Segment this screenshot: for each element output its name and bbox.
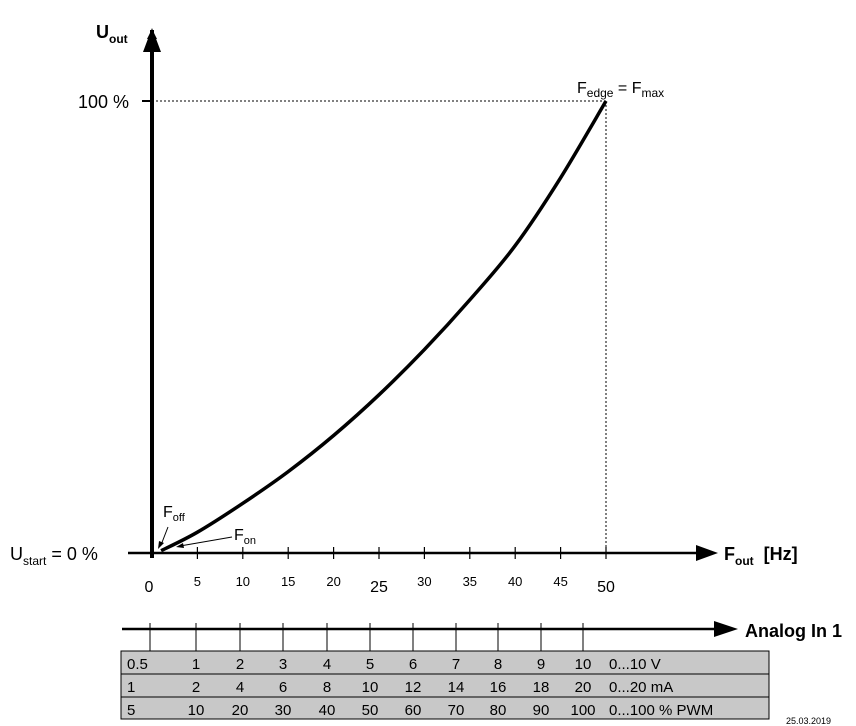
analog-cell: 2 <box>192 679 200 696</box>
analog-cell: 10 <box>188 702 205 719</box>
x-tick-label: 5 <box>194 574 201 589</box>
analog-cell: 100 <box>570 702 595 719</box>
edge-equals: = <box>613 80 631 97</box>
f-off-symbol: F <box>163 504 173 521</box>
analog-cell: 60 <box>405 702 422 719</box>
analog-cell: 10 <box>362 679 379 696</box>
analog-cell: 80 <box>490 702 507 719</box>
x-tick-label: 35 <box>463 574 477 589</box>
analog-cell: 12 <box>405 679 422 696</box>
footer-code: 25.03.2019 <box>786 716 831 726</box>
y-axis-symbol: U <box>96 22 109 42</box>
analog-cell: 5 <box>366 656 374 673</box>
f-on-subscript: on <box>244 535 256 547</box>
analog-cell: 50 <box>362 702 379 719</box>
x-tick-label: 45 <box>553 574 567 589</box>
analog-cell: 6 <box>279 679 287 696</box>
x-tick-label: 20 <box>326 574 340 589</box>
x-tick-label: 0 <box>145 579 154 596</box>
y-max-label: 100 % <box>78 92 129 112</box>
analog-title: Analog In 1 <box>745 621 842 641</box>
analog-cell: 40 <box>319 702 336 719</box>
y-axis-subscript: out <box>109 32 128 46</box>
analog-cell: 18 <box>533 679 550 696</box>
analog-cell: 1 <box>192 656 200 673</box>
f-on-pointer-tip <box>176 543 184 548</box>
f-off-subscript: off <box>173 512 186 524</box>
y-start-label: Ustart = 0 % <box>10 544 98 568</box>
max-subscript: max <box>642 86 665 100</box>
analog-cell: 6 <box>409 656 417 673</box>
f-off-pointer <box>160 526 169 546</box>
analog-cell: 16 <box>490 679 507 696</box>
analog-cell: 3 <box>279 656 287 673</box>
analog-cell: 4 <box>236 679 244 696</box>
x-axis-arrowhead <box>696 545 718 561</box>
analog-tick-marks <box>149 623 584 651</box>
x-tick-label: 10 <box>236 574 250 589</box>
x-axis-subscript: out <box>735 554 754 568</box>
y-start-value: = 0 % <box>46 544 98 564</box>
y-axis-arrowhead <box>143 28 161 52</box>
x-tick-label: 25 <box>370 579 388 596</box>
edge-subscript: edge <box>587 86 614 100</box>
analog-cell: 90 <box>533 702 550 719</box>
analog-cell: 0.5 <box>127 656 148 673</box>
x-tick-label: 15 <box>281 574 295 589</box>
f-off-pointer-tip <box>158 541 164 549</box>
f-off-annotation: Foff <box>163 504 186 524</box>
analog-cell: 14 <box>448 679 465 696</box>
voltage-frequency-curve <box>160 100 608 553</box>
x-axis-label: Fout [Hz] <box>724 544 798 568</box>
analog-cell: 4 <box>323 656 331 673</box>
analog-cell: 8 <box>494 656 502 673</box>
x-tick-label: 30 <box>417 574 431 589</box>
x-tick-label: 40 <box>508 574 522 589</box>
analog-row-label: 0...20 mA <box>609 679 673 696</box>
analog-cell: 1 <box>127 679 135 696</box>
x-tick-labels: 0 5 10 15 20 25 30 35 40 45 50 <box>145 547 615 596</box>
analog-row-label: 0...100 % PWM <box>609 702 713 719</box>
analog-cell: 2 <box>236 656 244 673</box>
analog-cell: 9 <box>537 656 545 673</box>
x-tick-label: 50 <box>597 579 615 596</box>
analog-axis-arrowhead <box>714 621 738 637</box>
x-axis-symbol: F <box>724 544 735 564</box>
analog-cell: 20 <box>232 702 249 719</box>
analog-cell: 7 <box>452 656 460 673</box>
x-axis-unit: [Hz] <box>764 544 798 564</box>
analog-cell: 30 <box>275 702 292 719</box>
analog-table-background <box>120 650 770 720</box>
edge-annotation: Fedge = Fmax <box>577 80 664 100</box>
analog-cell: 20 <box>575 679 592 696</box>
f-on-symbol: F <box>234 527 244 544</box>
analog-cell: 8 <box>323 679 331 696</box>
f-on-annotation: Fon <box>234 527 256 547</box>
y-start-subscript: start <box>23 554 47 568</box>
analog-row-label: 0...10 V <box>609 656 661 673</box>
max-f-symbol: F <box>632 80 642 97</box>
edge-f-symbol: F <box>577 80 587 97</box>
analog-table: 0.5 1 2 3 4 5 6 7 8 9 10 0...10 V1 2 4 6 8 10 12 14 16 18 20 0… <box>127 656 713 719</box>
analog-cell: 10 <box>575 656 592 673</box>
analog-cell: 70 <box>448 702 465 719</box>
analog-cell: 5 <box>127 702 135 719</box>
y-axis-label: Uout <box>96 22 128 46</box>
y-start-symbol: U <box>10 544 23 564</box>
f-on-pointer <box>179 536 233 547</box>
